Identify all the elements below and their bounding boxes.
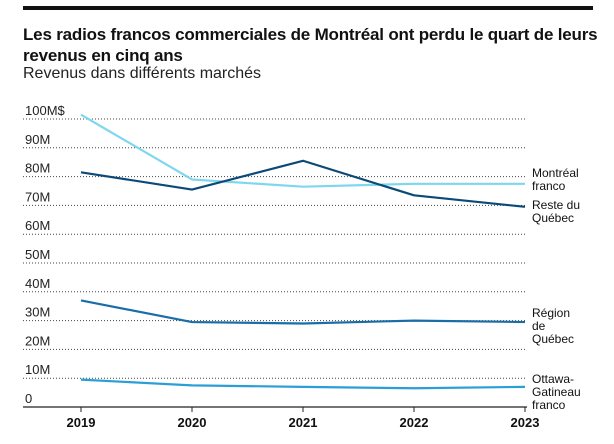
y-tick-label: 40M: [25, 276, 50, 291]
y-tick-label: 100M$: [25, 103, 66, 118]
series-label-line: de: [532, 319, 546, 333]
series-label-line: Québec: [532, 332, 574, 346]
y-tick-label: 20M: [25, 333, 50, 348]
series-label-line: Ottawa-: [532, 372, 574, 386]
x-tick-label: 2022: [400, 415, 429, 430]
y-tick-label: 10M: [25, 362, 50, 377]
series-label-line: Reste du: [532, 198, 580, 212]
y-tick-label: 0: [25, 391, 32, 406]
x-tick-label: 2020: [178, 415, 207, 430]
y-tick-label: 80M: [25, 161, 50, 176]
series-label-line: Montréal: [532, 166, 579, 180]
series-label: Montréal franco: [532, 166, 579, 193]
series-label: Région de Québec: [532, 306, 574, 346]
series-line: [80, 378, 526, 390]
chart-title: Les radios francos commerciales de Montr…: [23, 25, 598, 65]
y-tick-label: 70M: [25, 189, 50, 204]
y-tick-label: 50M: [25, 247, 50, 262]
title-bar: [23, 6, 593, 10]
x-tick-label: 2019: [67, 415, 96, 430]
series-label-line: franco: [532, 179, 566, 193]
x-tick-label: 2021: [289, 415, 318, 430]
y-tick-label: 60M: [25, 218, 50, 233]
series-line: [80, 113, 525, 188]
series-label-line: Gatineau: [532, 385, 581, 399]
chart-subtitle: Revenus dans différents marchés: [23, 65, 262, 82]
series-line: [80, 299, 526, 325]
y-tick-label: 90M: [25, 132, 50, 147]
x-tick-label: 2023: [511, 415, 540, 430]
series-label: Ottawa-Gatineau franco: [532, 372, 581, 412]
series-label-line: Québec: [532, 211, 574, 225]
y-tick-label: 30M: [25, 305, 50, 320]
series-label-line: Région: [532, 306, 570, 320]
series-label: Reste du Québec: [532, 198, 580, 225]
series-label-line: franco: [532, 398, 566, 412]
